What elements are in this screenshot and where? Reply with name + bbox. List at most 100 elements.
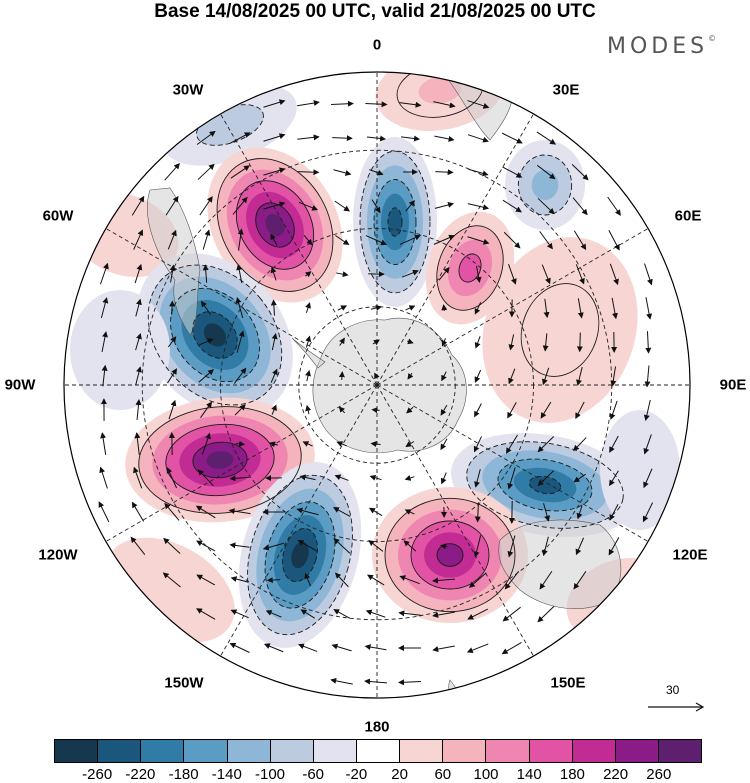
wind-vector xyxy=(474,369,482,383)
colorbar-tick-label: -260 xyxy=(82,766,113,783)
colorbar-bin xyxy=(356,740,401,762)
wind-vector xyxy=(572,197,588,216)
wind-vector xyxy=(372,339,380,346)
wind-vector xyxy=(643,468,653,489)
wind-vector xyxy=(233,367,247,384)
wind-vector xyxy=(163,537,181,554)
wind-vector xyxy=(166,467,178,489)
wind-vector xyxy=(440,472,447,485)
wind-vector xyxy=(134,263,143,284)
longitude-label-150e: 150E xyxy=(550,674,586,692)
wind-vector xyxy=(365,609,386,618)
meridian-line xyxy=(376,384,649,542)
colorbar-tick-label: 220 xyxy=(603,766,629,783)
wind-vector xyxy=(263,133,286,142)
map-title: Base 14/08/2025 00 UTC, valid 21/08/2025… xyxy=(154,1,596,22)
wind-vector xyxy=(501,642,522,655)
wind-vector xyxy=(433,234,456,245)
wind-vector xyxy=(537,436,555,453)
wind-vector xyxy=(440,438,448,451)
wind-vector xyxy=(502,606,521,622)
wind-vector xyxy=(536,131,557,145)
wind-vector xyxy=(263,99,286,108)
wind-vector xyxy=(271,332,278,351)
wind-vector xyxy=(199,196,213,216)
wind-vector xyxy=(270,266,277,281)
wind-vector xyxy=(332,135,353,142)
wind-vector xyxy=(406,406,414,414)
colorbar-tick-label: 140 xyxy=(516,766,542,783)
wind-vector xyxy=(573,473,586,483)
wind-vector xyxy=(370,441,381,448)
wind-vector xyxy=(441,304,448,311)
wind-vector xyxy=(539,231,553,250)
wind-vector xyxy=(474,469,481,488)
wind-vector xyxy=(300,609,315,619)
wind-vector xyxy=(262,542,285,551)
wind-vector xyxy=(575,537,585,556)
colorbar-tick-label: 260 xyxy=(646,766,672,783)
wind-vector xyxy=(611,297,618,320)
wind-vector xyxy=(644,263,653,286)
positive-anomaly-contours xyxy=(520,283,600,377)
wind-vector xyxy=(195,505,216,519)
wind-vector xyxy=(474,403,482,418)
wind-vector xyxy=(367,574,385,586)
wind-vector xyxy=(334,200,350,212)
colorbar-bin xyxy=(313,740,357,762)
colorbar-bin xyxy=(227,740,271,762)
antarctic-peninsula xyxy=(291,337,326,369)
wind-vector xyxy=(540,401,552,419)
wind-vector xyxy=(197,469,214,487)
wind-vector xyxy=(364,678,388,685)
antarctica-landmass xyxy=(312,317,467,454)
wind-vector xyxy=(263,643,284,653)
wind-vector xyxy=(237,228,244,251)
wind-vector xyxy=(202,264,209,283)
wind-vector xyxy=(263,167,286,176)
wind-vector xyxy=(297,134,320,141)
longitude-label-90e: 90E xyxy=(719,376,747,394)
wind-vector xyxy=(404,509,415,515)
wind-vector xyxy=(577,298,584,319)
wind-vector xyxy=(366,135,387,142)
wind-vector xyxy=(501,132,523,144)
wind-vector xyxy=(198,369,214,383)
reference-vector-label: 30 xyxy=(666,683,680,697)
wind-vector xyxy=(333,507,351,517)
wind-vector xyxy=(304,271,312,278)
wind-vector xyxy=(162,572,181,588)
wind-vector xyxy=(399,234,421,245)
colorbar-bin xyxy=(486,740,530,762)
longitude-label-30e: 30E xyxy=(552,81,580,99)
negative-anomaly-center xyxy=(600,410,680,530)
wind-vector xyxy=(543,298,550,319)
wind-vector xyxy=(336,271,349,278)
wind-vector xyxy=(368,271,385,278)
wind-vector xyxy=(434,201,455,209)
wind-vector xyxy=(502,166,523,178)
wind-vector xyxy=(364,644,387,651)
longitude-label-60e: 60E xyxy=(674,207,702,225)
wind-vector xyxy=(100,297,109,319)
negative-anomaly-center xyxy=(70,290,170,410)
wind-vector xyxy=(265,610,282,618)
wind-vector xyxy=(333,538,351,554)
colorbar-tick-label: -220 xyxy=(125,766,156,783)
wind-vector xyxy=(133,466,143,489)
wind-vector xyxy=(541,264,551,285)
wind-vector xyxy=(270,299,277,316)
wind-vector xyxy=(234,404,246,416)
meridian-line xyxy=(105,384,378,542)
wind-vector xyxy=(609,470,619,487)
wind-vector xyxy=(199,338,214,346)
wind-vector xyxy=(168,399,177,420)
wind-vector xyxy=(573,230,587,251)
colorbar-tick-label: 60 xyxy=(434,766,452,783)
colorbar-tick-label: 100 xyxy=(473,766,499,783)
wind-vector xyxy=(230,132,251,144)
wind-vector xyxy=(200,300,211,315)
wind-vector xyxy=(304,572,312,587)
wind-vector xyxy=(440,404,448,416)
wind-vector xyxy=(645,331,652,354)
